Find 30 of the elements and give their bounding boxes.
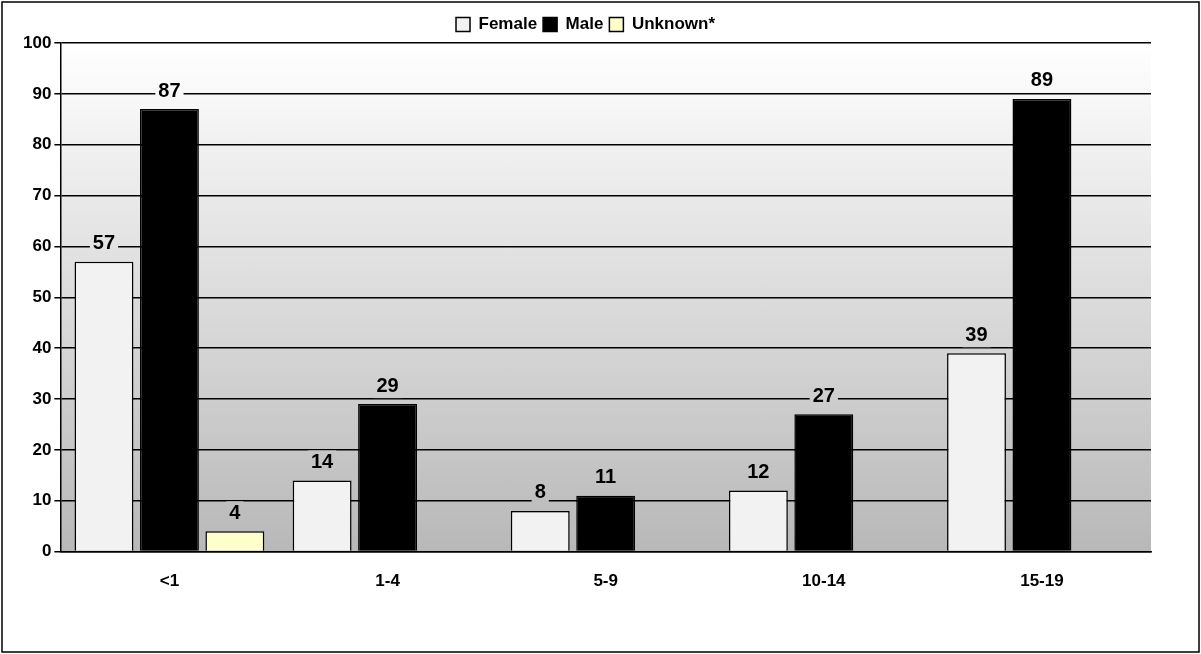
legend-label: Unknown*: [631, 14, 716, 34]
data-label: 29: [376, 373, 399, 396]
y-tick-label: 0: [41, 541, 52, 561]
x-tick-label: <1: [159, 571, 180, 591]
x-tick-label: 10-14: [802, 571, 847, 591]
y-tick-label: 90: [32, 83, 52, 103]
data-label: 11: [595, 465, 617, 488]
y-tick-label: 50: [32, 286, 52, 306]
y-tick-label: 70: [32, 185, 52, 205]
data-label: 39: [965, 322, 988, 345]
data-label: 8: [534, 480, 546, 503]
y-tick-label: 30: [32, 388, 52, 408]
x-tick-label: 1-4: [375, 571, 401, 591]
x-tick-label: 5-9: [593, 571, 618, 591]
y-tick-label: 10: [32, 490, 52, 510]
y-tick-label: 60: [32, 236, 52, 256]
legend-label: Female: [478, 14, 538, 34]
y-tick-label: 80: [32, 134, 52, 154]
data-label: 27: [812, 383, 835, 406]
data-label: 57: [92, 231, 116, 254]
data-label: 89: [1030, 68, 1054, 91]
data-label: 87: [158, 78, 181, 101]
y-tick-label: 40: [32, 337, 52, 357]
data-label: 12: [747, 460, 770, 483]
y-tick-label: 100: [22, 32, 52, 52]
data-label: 14: [310, 449, 335, 472]
x-tick-label: 15-19: [1020, 571, 1064, 591]
legend-label: Male: [565, 14, 604, 34]
data-label: 4: [229, 500, 242, 523]
y-tick-label: 20: [32, 439, 52, 459]
